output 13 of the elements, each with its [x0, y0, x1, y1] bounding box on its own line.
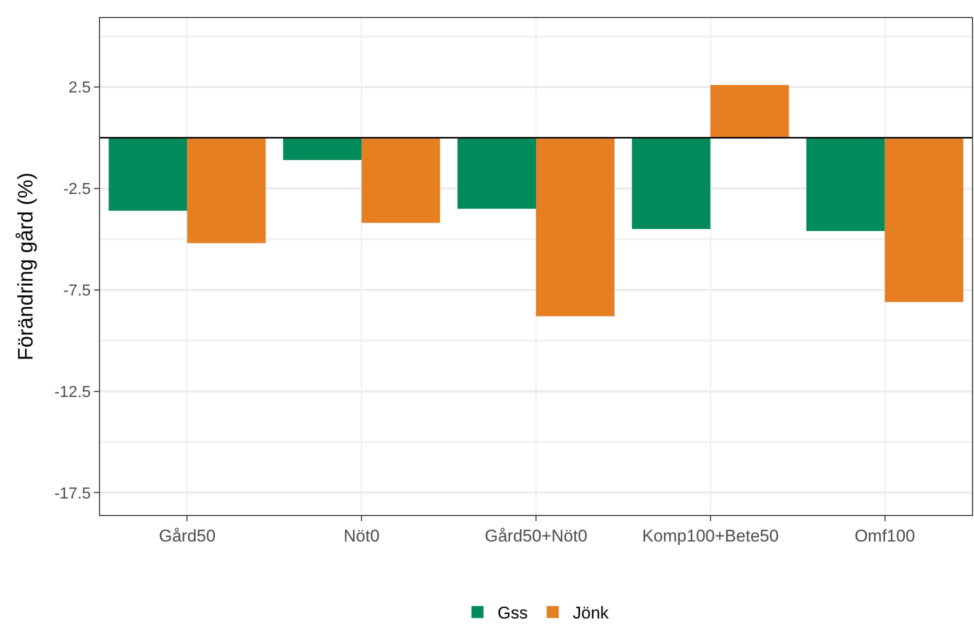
y-tick-label: -7.5: [63, 282, 91, 300]
y-axis-title: Förändring gård (%): [14, 172, 38, 360]
y-tick-label: -12.5: [54, 384, 91, 401]
x-tick-label: Gård50+Nöt0: [484, 526, 588, 546]
y-tick-label: -2.5: [63, 181, 91, 198]
x-tick-label: Komp100+Bete50: [642, 526, 779, 546]
x-tick-label: Omf100: [854, 526, 916, 546]
y-tick-label: 2.5: [68, 80, 91, 97]
legend-label: Gss: [498, 604, 528, 623]
x-tick-label: Nöt0: [344, 526, 380, 546]
legend-label: Jönk: [572, 604, 610, 623]
y-tick-label: -17.5: [54, 485, 91, 502]
x-tick-label: Gård50: [158, 526, 216, 546]
